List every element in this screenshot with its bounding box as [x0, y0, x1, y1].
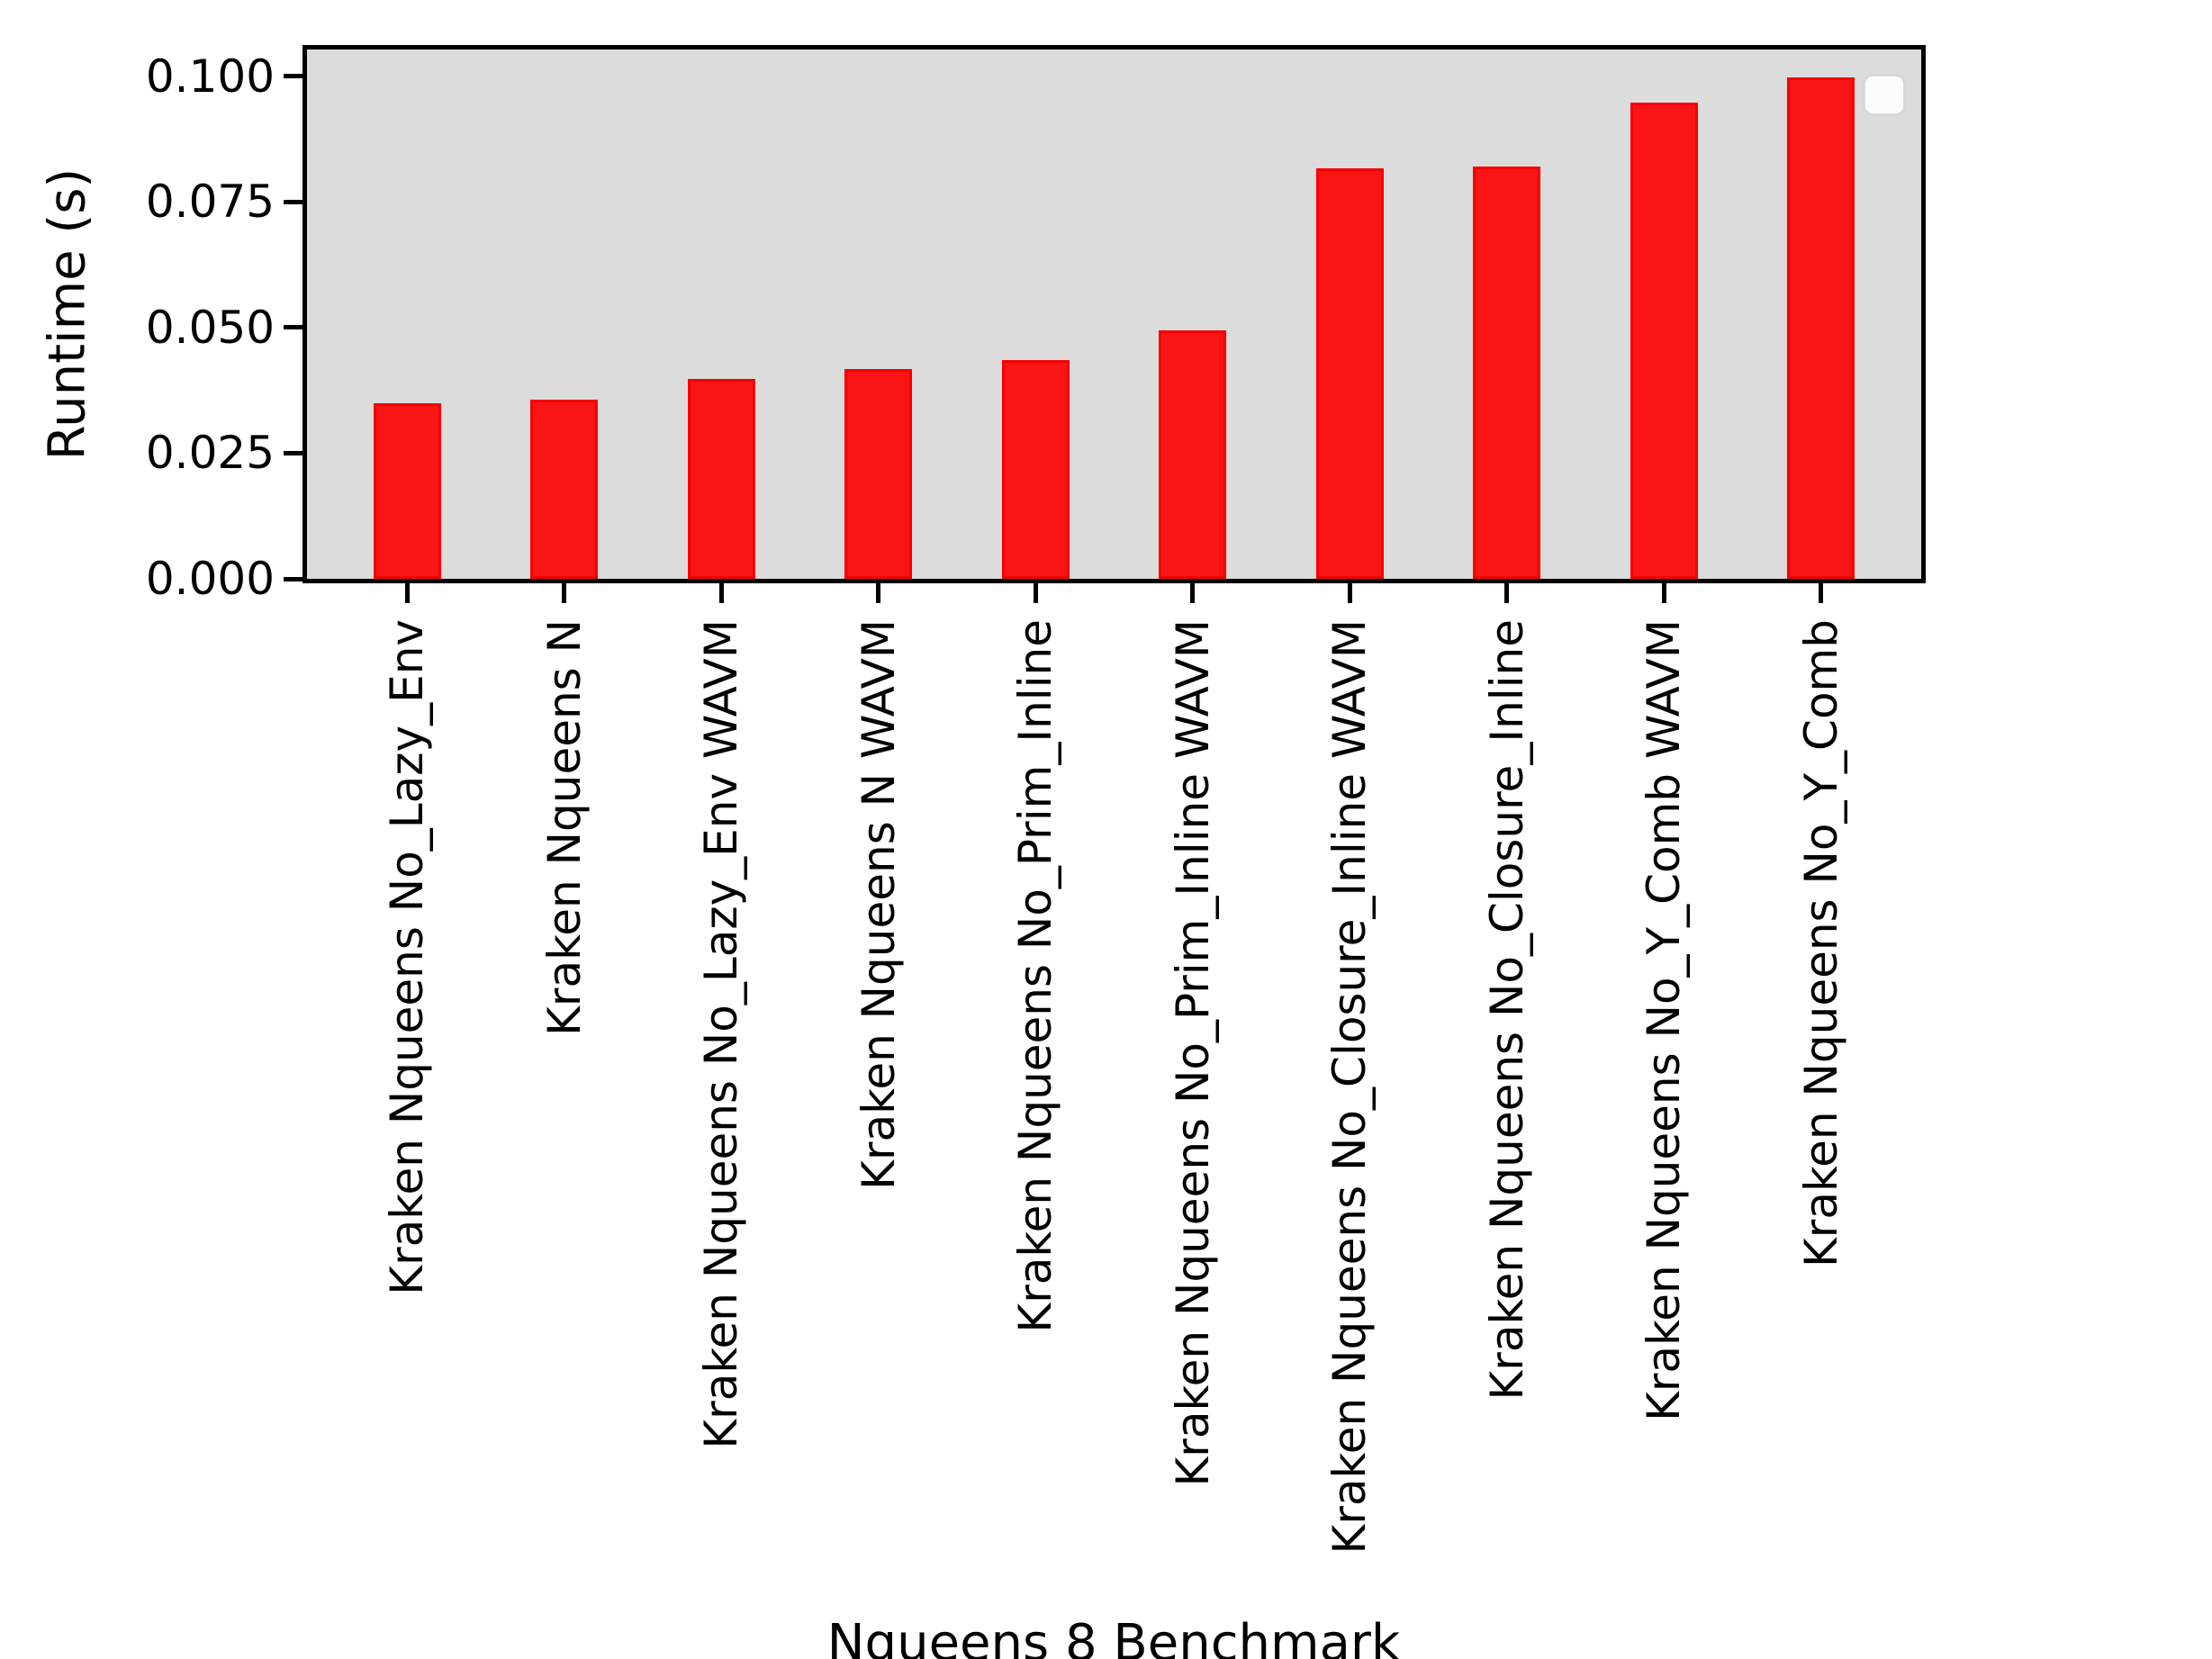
x-tick-mark: [1033, 583, 1038, 603]
x-tick-label: Kraken Nqueens N: [537, 619, 591, 1036]
bar: [1315, 168, 1384, 579]
bars-container: [307, 50, 1921, 579]
x-tick-mark: [404, 583, 410, 603]
bar: [530, 400, 598, 579]
x-tick-mark: [1347, 583, 1352, 603]
x-tick-label: Kraken Nqueens No_Closure_Inline WAVM: [1323, 619, 1376, 1555]
bar: [1787, 77, 1855, 579]
x-tick-mark: [1190, 583, 1195, 603]
x-tick-label: Kraken Nqueens No_Y_Comb: [1794, 619, 1847, 1267]
x-tick-label: Kraken Nqueens No_Closure_Inline: [1480, 619, 1533, 1401]
x-tick-mark: [562, 583, 566, 603]
legend-box: [1863, 74, 1906, 116]
x-tick-mark: [1819, 583, 1823, 603]
x-tick-label: Kraken Nqueens No_Lazy_Env: [381, 619, 433, 1295]
bar: [1001, 360, 1070, 579]
x-tick-label: Kraken Nqueens N WAVM: [852, 619, 905, 1190]
plot-area: [302, 45, 1926, 583]
bar: [1630, 103, 1698, 579]
x-tick-label: Kraken Nqueens No_Lazy_Env WAVM: [695, 619, 747, 1449]
x-tick-label: Kraken Nqueens No_Y_Comb WAVM: [1638, 619, 1690, 1421]
bar: [687, 379, 755, 579]
y-tick-mark: [284, 576, 302, 582]
y-tick-label: 0.000: [145, 553, 275, 605]
y-tick-label: 0.100: [145, 50, 275, 103]
y-tick-mark: [284, 450, 302, 455]
y-tick-label: 0.075: [145, 176, 275, 229]
x-tick-mark: [1661, 583, 1666, 603]
y-tick-label: 0.025: [145, 427, 275, 480]
x-tick-label: Kraken Nqueens No_Prim_Inline WAVM: [1166, 619, 1219, 1487]
bar: [1159, 330, 1226, 579]
y-tick-label: 0.050: [145, 301, 275, 354]
x-tick-mark: [876, 583, 880, 603]
x-tick-mark: [718, 583, 724, 603]
y-tick-mark: [284, 199, 302, 204]
bar: [1473, 167, 1540, 579]
bar: [373, 403, 441, 579]
x-axis-title: Nqueens 8 Benchmark: [826, 1614, 1401, 1659]
x-tick-label: Kraken Nqueens No_Prim_Inline: [1009, 619, 1061, 1333]
y-tick-mark: [284, 74, 302, 79]
x-tick-mark: [1504, 583, 1509, 603]
y-tick-mark: [284, 325, 302, 330]
bar: [844, 369, 912, 579]
